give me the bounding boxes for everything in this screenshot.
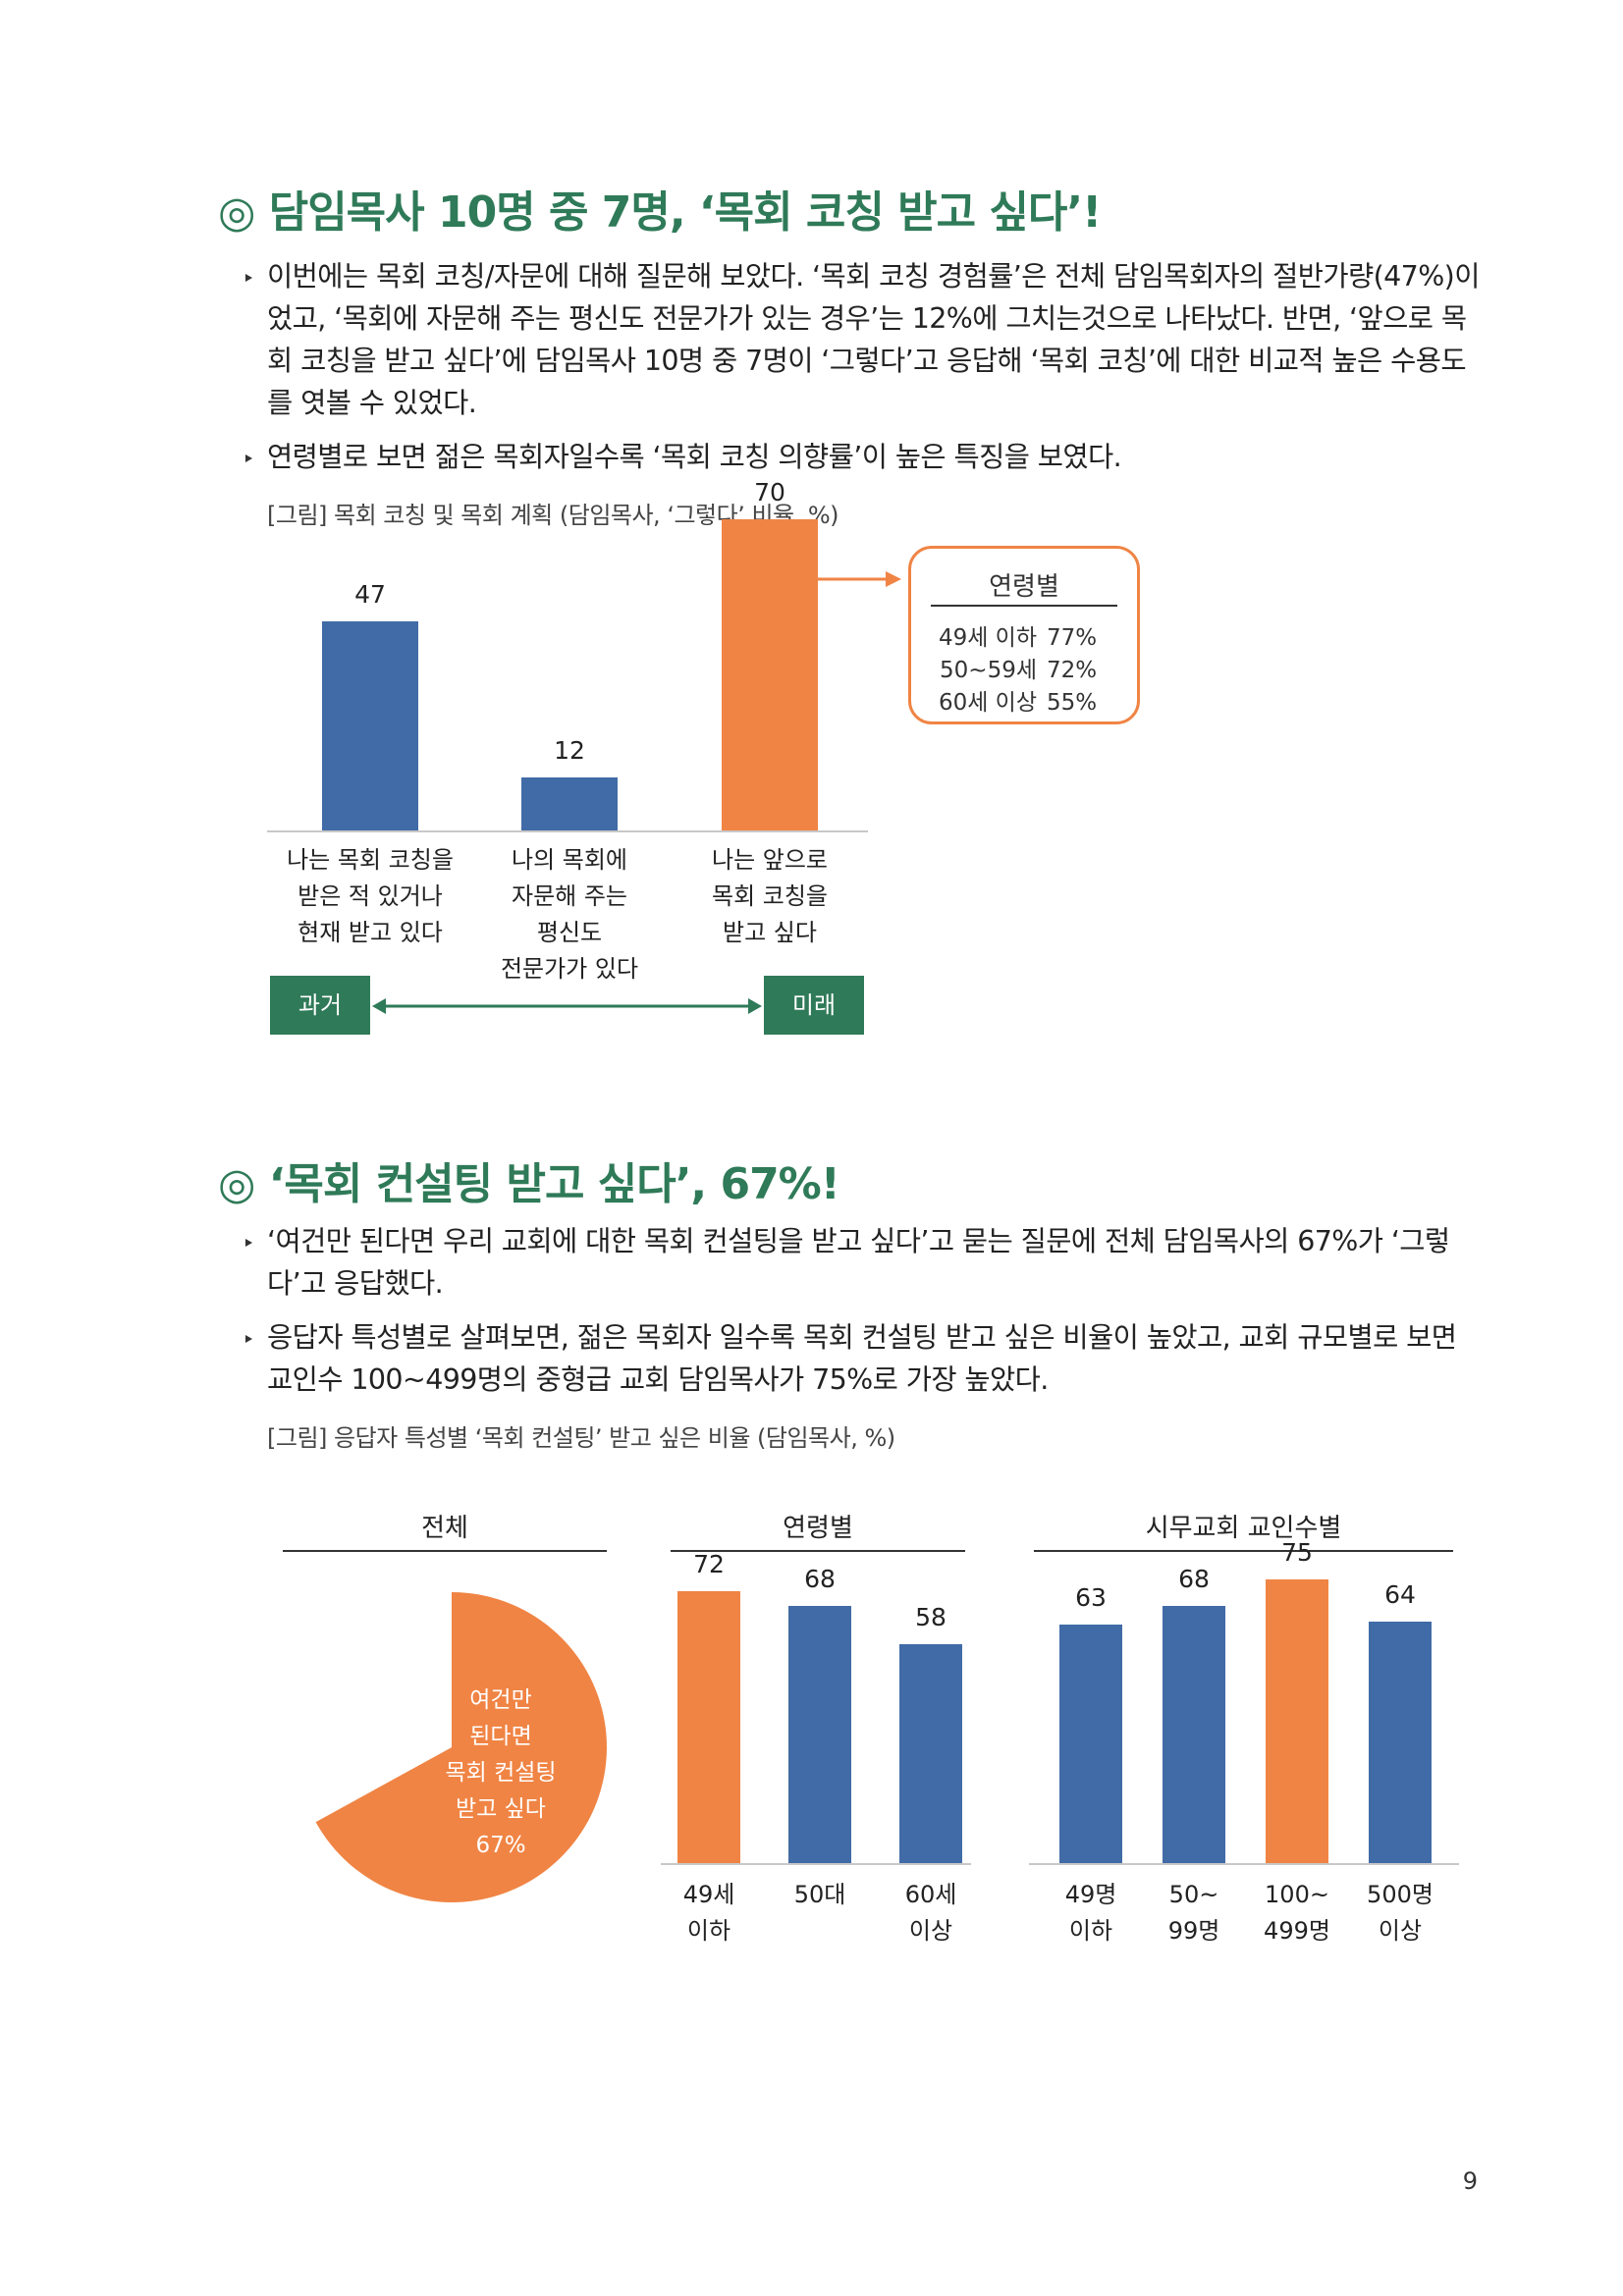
- bar: [788, 1606, 851, 1863]
- category-label: 49명 이하: [1064, 1881, 1117, 1945]
- bar: [322, 620, 418, 830]
- data-label: 72: [693, 1549, 725, 1578]
- data-label: 75: [1281, 1538, 1313, 1568]
- age-box-title: 연령별: [989, 572, 1059, 602]
- age-bar-chart: 72 49세 이하 68 50대 58 60세 이상: [0, 0, 1623, 1945]
- past-tag: 과거: [270, 976, 370, 1035]
- section1-bullets: 이번에는 목회 코칭/자문에 대해 질문해 보았다. ‘목회 코칭 경험률’은 …: [236, 255, 1483, 490]
- category-label: 49세 이하: [682, 1881, 735, 1945]
- panel-title-age: 연령별: [783, 1514, 853, 1543]
- panel-rule: [671, 1550, 965, 1552]
- data-label: 68: [804, 1565, 836, 1594]
- arrow-right-icon: [787, 571, 901, 587]
- chart3-baseline: [1029, 1863, 1459, 1865]
- data-label: 47: [354, 579, 386, 609]
- category-label: 나의 목회에 자문해 주는 평신도 전문가가 있다: [500, 846, 639, 983]
- data-label: 64: [1384, 1579, 1416, 1609]
- bar: [677, 1590, 740, 1863]
- category-label: 60세 이상: [904, 1881, 957, 1945]
- age-row: 50~59세 72%: [940, 658, 1098, 683]
- bar: [899, 1643, 962, 1863]
- category-label: 나는 앞으로 목회 코칭을 받고 싶다: [711, 846, 829, 946]
- data-label: 58: [915, 1602, 947, 1631]
- age-row: 49세 이하 77%: [938, 625, 1098, 651]
- future-tag: 미래: [764, 976, 864, 1035]
- chart2-baseline: [661, 1863, 971, 1865]
- bar: [722, 518, 818, 830]
- bullet-paragraph: ‘여건만 된다면 우리 교회에 대한 목회 컨설팅을 받고 싶다’고 묻는 질문…: [236, 1220, 1483, 1305]
- pie-slice: [315, 1592, 607, 1902]
- pie-slice: [296, 1592, 452, 1823]
- category-label: 50~ 99명: [1167, 1881, 1220, 1945]
- category-label: 100~ 499명: [1264, 1881, 1330, 1945]
- category-label: 500명 이상: [1367, 1881, 1434, 1945]
- coaching-bar-chart: 47 나는 목회 코칭을 받은 적 있거나 현재 받고 있다 12 나의 목회에 자문해 주…: [0, 0, 1623, 983]
- panel-title-total: 전체: [421, 1514, 468, 1543]
- data-label: 68: [1178, 1565, 1210, 1594]
- data-label: 70: [754, 477, 785, 507]
- data-label: 12: [554, 735, 585, 765]
- category-label: 50대: [793, 1881, 846, 1908]
- consulting-pie-chart: [296, 1592, 607, 1902]
- bullet-paragraph: 이번에는 목회 코칭/자문에 대해 질문해 보았다. ‘목회 코칭 경험률’은 …: [236, 255, 1483, 424]
- double-arrow-icon: [372, 998, 762, 1014]
- bar: [1163, 1606, 1225, 1863]
- age-row: 60세 이상 55%: [938, 690, 1098, 716]
- data-label: 63: [1075, 1583, 1107, 1613]
- page-number: 9: [1462, 2167, 1478, 2195]
- bar: [1266, 1579, 1328, 1863]
- bullet-paragraph: 연령별로 보면 젊은 목회자일수록 ‘목회 코칭 의향률’이 높은 특징을 보였…: [236, 436, 1483, 478]
- panel-rule: [283, 1550, 607, 1552]
- panel-rule: [1034, 1550, 1453, 1552]
- section2-bullets: ‘여건만 된다면 우리 교회에 대한 목회 컨설팅을 받고 싶다’고 묻는 질문…: [236, 1220, 1483, 1413]
- chart1-baseline: [267, 830, 868, 832]
- bar: [1369, 1621, 1432, 1863]
- age-breakdown-box: 연령별 49세 이하 77% 50~59세 72% 60세 이상 55%: [908, 546, 1140, 724]
- section1-heading: ◎ 담임목사 10명 중 7명, ‘목회 코칭 받고 싶다’!: [218, 187, 1102, 238]
- category-label: 나는 목회 코칭을 받은 적 있거나 현재 받고 있다: [287, 846, 454, 946]
- age-box-rule: [931, 605, 1117, 607]
- section2-heading: ◎ ‘목회 컨설팅 받고 싶다’, 67%!: [218, 1159, 840, 1209]
- bar: [1059, 1625, 1122, 1863]
- church-size-bar-chart: 63 49명 이하 68 50~ 99명 75 100~ 499명 64 500명 이상: [0, 0, 1623, 1945]
- panel-title-church-size: 시무교회 교인수별: [1145, 1514, 1342, 1543]
- figure-caption: [그림] 응답자 특성별 ‘목회 컨설팅’ 받고 싶은 비율 (담임목사, %): [267, 1424, 895, 1452]
- pie-slice-label: 여건만 된다면 목회 컨설팅 받고 싶다 67%: [445, 1687, 557, 1858]
- bullet-paragraph: 응답자 특성별로 살펴보면, 젊은 목회자 일수록 목회 컨설팅 받고 싶은 비…: [236, 1316, 1483, 1401]
- bar: [521, 776, 618, 830]
